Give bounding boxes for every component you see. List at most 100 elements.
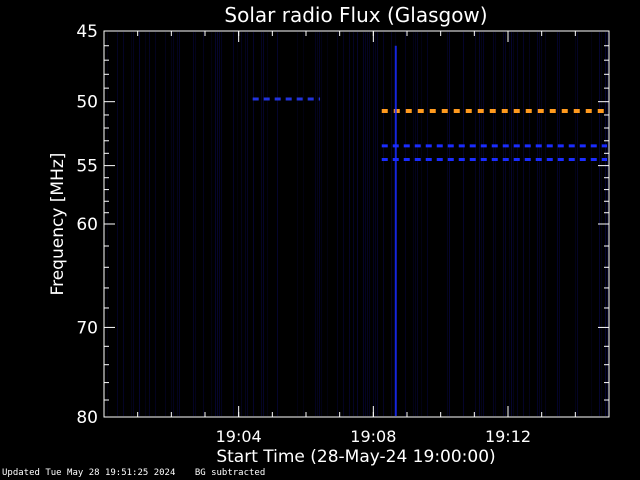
y-tick-label: 55 [76,157,98,177]
noise-streak [413,32,414,416]
noise-streak [373,32,374,416]
noise-streak [557,32,558,416]
noise-streak [217,32,218,416]
noise-streak [297,32,298,416]
noise-streak [253,32,254,416]
noise-streak [319,32,320,416]
noise-streak [245,32,246,416]
noise-streak [145,32,146,416]
noise-streak [577,32,578,416]
noise-streak [155,32,156,416]
noise-streak [495,32,496,416]
noise-streak [219,32,220,416]
noise-streak [591,32,592,416]
bg-subtracted-note: BG subtracted [194,468,266,478]
noise-streak [529,32,530,416]
noise-streak [261,32,262,416]
noise-streak [539,32,540,416]
noise-streak [357,32,358,416]
noise-streak [463,32,464,416]
noise-streak [383,32,384,416]
noise-streak [267,32,268,416]
noise-streak [241,32,242,416]
y-tick-label: 80 [76,408,98,428]
noise-streak [415,32,416,416]
x-tick-label: 19:04 [216,427,262,446]
noise-streak [537,32,538,416]
noise-streak [509,32,510,416]
noise-streak [391,32,392,416]
y-tick-label: 70 [76,318,98,338]
noise-streak [317,32,318,416]
noise-streak [171,32,172,416]
noise-streak [475,32,476,416]
spectrogram-features [252,45,607,416]
noise-streak [133,32,134,416]
noise-streak [353,32,354,416]
noise-streak [117,32,118,416]
noise-streak [541,32,542,416]
noise-streak [179,32,180,416]
noise-streak [303,32,304,416]
noise-streak [277,32,278,416]
noise-streak [447,32,448,416]
noise-streak [123,32,124,416]
noise-streak [365,32,366,416]
noise-streak [349,32,350,416]
y-tick-label: 45 [76,22,98,42]
noise-streak [375,32,376,416]
updated-timestamp: Updated Tue May 28 19:51:25 2024 [2,468,176,478]
noise-streak [247,32,248,416]
noise-streak [575,32,576,416]
footer-status: Updated Tue May 28 19:51:25 2024 BG subt… [2,468,279,478]
noise-streak [149,32,150,416]
x-tick-label: 19:12 [485,427,531,446]
spectrogram-background [107,32,608,416]
noise-streak [513,32,514,416]
noise-streak [377,32,378,416]
noise-streak [337,32,338,416]
noise-streak [493,32,494,416]
noise-streak [177,32,178,416]
noise-streak [369,32,370,416]
axis-ticks: 19:04 19:08 19:12 45 50 55 60 70 80 [76,22,609,446]
noise-streak [327,32,328,416]
noise-streak [405,32,406,416]
noise-streak [421,32,422,416]
noise-streak [193,32,194,416]
noise-streak [203,32,204,416]
noise-streak [483,32,484,416]
noise-streak [523,32,524,416]
noise-streak [417,32,418,416]
noise-streak [503,32,504,416]
noise-streak [165,32,166,416]
y-axis-label: Frequency [MHz] [48,153,68,296]
y-tick-label: 60 [76,215,98,235]
noise-streak [427,32,428,416]
noise-streak [139,32,140,416]
chart-title: Solar radio Flux (Glasgow) [224,3,487,27]
noise-streak [211,32,212,416]
noise-streak [173,32,174,416]
noise-streak [131,32,132,416]
noise-streak [559,32,560,416]
noise-streak [263,32,264,416]
noise-streak [545,32,546,416]
noise-streak [449,32,450,416]
noise-streak [221,32,222,416]
noise-streak [505,32,506,416]
y-tick-label: 50 [76,93,98,113]
noise-streak [195,32,196,416]
noise-streak [517,32,518,416]
x-tick-label: 19:08 [350,427,396,446]
noise-streak [321,32,322,416]
noise-streak [367,32,368,416]
noise-streak [481,32,482,416]
x-axis-label: Start Time (28-May-24 19:00:00) [216,447,495,467]
noise-streak [343,32,344,416]
noise-streak [315,32,316,416]
noise-streak [233,32,234,416]
noise-streak [237,32,238,416]
noise-streak [511,32,512,416]
